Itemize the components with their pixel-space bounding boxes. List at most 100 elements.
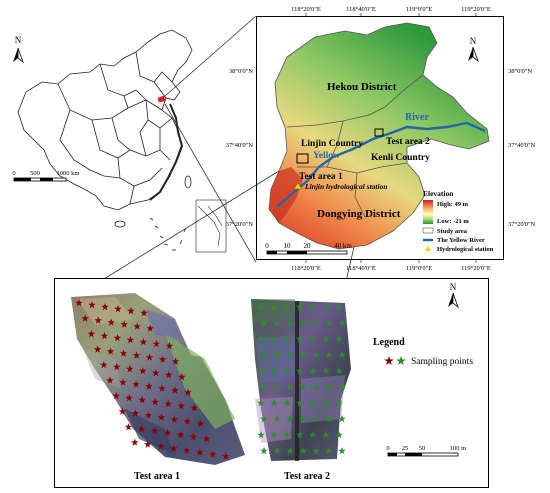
sampling-point-star	[131, 438, 139, 446]
sampling-point-star	[312, 319, 320, 327]
sampling-point-star	[322, 399, 330, 407]
sampling-point-star	[165, 342, 174, 350]
sampling-point-star	[138, 396, 146, 404]
test-area-1-box	[296, 153, 309, 164]
sampling-point-star	[257, 303, 265, 311]
elevation-legend: Elevation High: 49 m Low: -21 m Study ar…	[422, 189, 494, 253]
sampling-point-star	[260, 383, 268, 391]
china-scale-tick: 1000 km	[57, 170, 80, 177]
sampling-point-star	[273, 319, 281, 327]
sampling-point-star	[196, 448, 204, 456]
svg-text:Hydrological station: Hydrological station	[437, 246, 494, 253]
left-lat-label: 38°0'0"N	[229, 68, 253, 75]
test-area-2-label: Test area 2	[386, 137, 430, 147]
sampling-point-star	[257, 367, 265, 375]
dongying-scale-bar: 0 10 20 40 km	[265, 242, 352, 255]
sampling-point-star	[158, 384, 166, 392]
sampling-point-star	[296, 431, 304, 439]
bottom-lon-label: 118°40'0"E	[346, 265, 376, 272]
test-area-1-label: Test area 1	[299, 172, 343, 182]
sampling-point-star	[260, 415, 268, 423]
district-label-kenli: Kenli Country	[371, 153, 430, 163]
detail-scale-tick: 50	[419, 445, 426, 452]
sampling-point-star	[190, 404, 198, 412]
sampling-point-star	[113, 363, 121, 371]
south-china-sea-inset	[195, 199, 227, 253]
detail-scale-tick: 25	[402, 445, 409, 452]
sampling-point-star	[286, 447, 294, 455]
sampling-point-star	[126, 365, 134, 373]
scale-tick: 10	[284, 242, 292, 250]
sampling-point-star	[338, 351, 346, 359]
sampling-point-star	[286, 319, 294, 327]
sampling-point-star	[87, 330, 96, 338]
sampling-point-star	[126, 336, 135, 344]
sampling-point-star	[178, 373, 186, 381]
sampling-point-star	[325, 415, 333, 423]
sampling-point-star	[144, 440, 152, 448]
bottom-lon-label: 118°20'0"E	[291, 265, 321, 272]
river-label-river: River	[405, 112, 429, 123]
sampling-point-star	[322, 303, 330, 311]
sampling-point-star	[325, 319, 333, 327]
svg-text:Elevation: Elevation	[423, 189, 454, 198]
hydrological-station-icon	[293, 182, 303, 190]
china-locator-map: N 0 500 1000 km	[12, 29, 227, 253]
detail-scale-tick: 0	[386, 445, 389, 452]
sampling-point-star	[270, 431, 278, 439]
sampling-point-star	[338, 383, 346, 391]
china-scale-tick: 0	[12, 170, 15, 177]
river-label-yellow: Yellow	[313, 151, 340, 161]
sampling-point-star	[222, 452, 230, 460]
top-lon-label: 118°20'0"E	[291, 6, 321, 13]
sampling-point-star	[325, 447, 333, 455]
sampling-point-star	[296, 303, 304, 311]
sampling-point-star	[270, 399, 278, 407]
sampling-point-star	[335, 303, 343, 311]
sampling-point-star	[88, 301, 96, 309]
test-area-1-image	[71, 293, 245, 465]
sampling-point-star	[322, 431, 330, 439]
sampling-point-star	[157, 413, 166, 421]
sampling-point-star	[202, 435, 211, 443]
sampling-point-star	[309, 303, 317, 311]
sampling-point-star	[286, 415, 294, 423]
sampling-point-star	[283, 335, 291, 343]
detail-panel: N Legend Sampling points 0 25 50 100 m T…	[71, 282, 473, 482]
sampling-point-star	[325, 383, 333, 391]
svg-text:Study area: Study area	[437, 228, 468, 235]
sampling-point-star	[335, 367, 343, 375]
sampling-point-star	[139, 367, 147, 375]
sampling-point-star	[146, 324, 154, 332]
sampling-point-star	[94, 316, 102, 324]
sampling-point-star	[299, 319, 307, 327]
sampling-point-star	[299, 351, 307, 359]
sampling-point-star	[183, 417, 192, 425]
sampling-point-star	[127, 307, 135, 315]
svg-text:High: 49 m: High: 49 m	[437, 201, 469, 208]
sampling-point-star	[312, 415, 320, 423]
sampling-point-star	[260, 319, 268, 327]
bottom-lon-label: 119°0'0"E	[406, 265, 432, 272]
sampling-point-star	[101, 303, 109, 311]
sampling-point-star	[270, 335, 278, 343]
left-lat-label: 37°20'0"N	[226, 221, 254, 228]
china-north-arrow-icon	[13, 47, 24, 64]
sampling-point-star	[157, 442, 165, 450]
sampling-point-star	[176, 431, 185, 439]
district-label-dongying: Dongying District	[317, 208, 401, 220]
right-lat-label: 37°40'0"N	[508, 142, 536, 149]
sampling-point-star	[164, 400, 172, 408]
sampling-point-star	[152, 340, 161, 348]
sampling-point-star	[151, 398, 159, 406]
sampling-point-star	[309, 431, 317, 439]
sampling-point-star	[145, 382, 153, 390]
dongying-north-arrow-icon	[468, 46, 479, 63]
sampling-point-star	[93, 345, 102, 353]
top-lon-label: 118°40'0"E	[346, 6, 376, 13]
sampling-point-star	[112, 392, 120, 400]
caption-test-area-2: Test area 2	[284, 471, 330, 482]
detail-north-label: N	[450, 282, 457, 292]
detail-scale-tick: 100 m	[450, 445, 466, 452]
dongying-north-label: N	[470, 36, 477, 46]
